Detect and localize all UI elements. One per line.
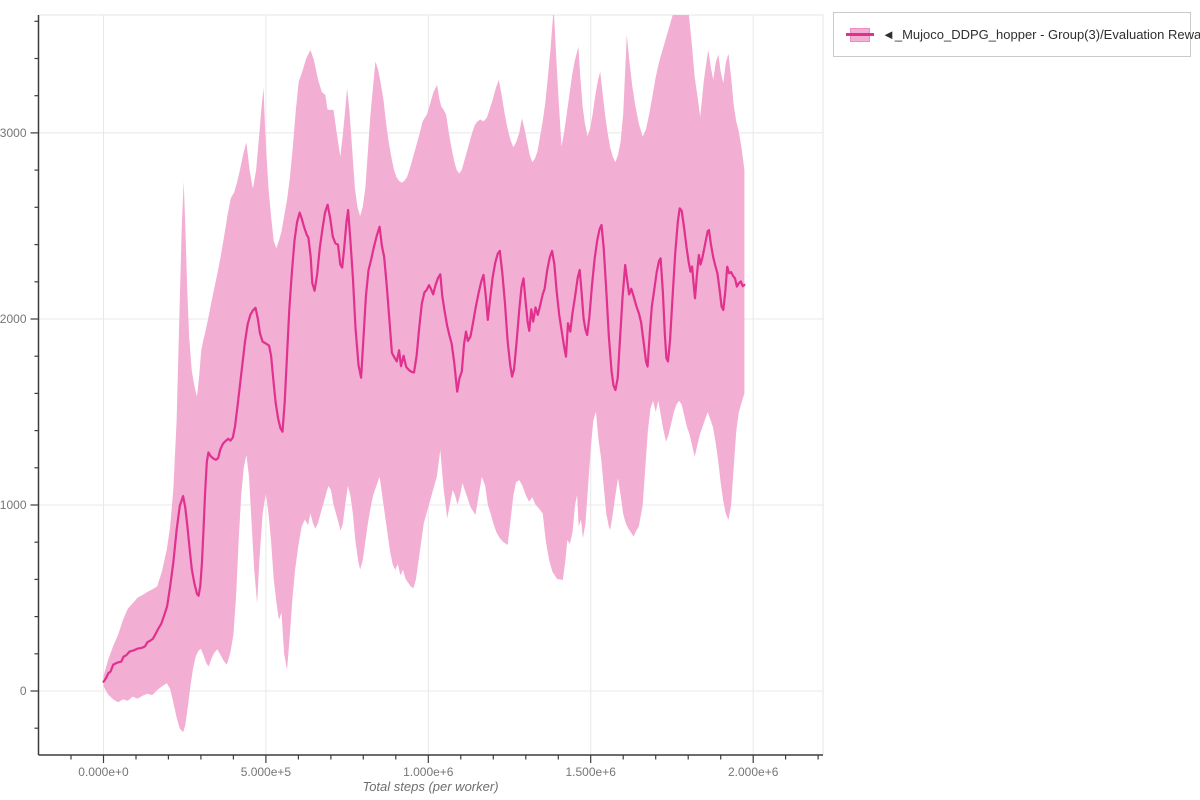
legend-band-swatch-icon xyxy=(846,27,874,42)
y-tick-label: 0 xyxy=(20,684,27,698)
chart-plot-area: 0 1000 2000 3000 0.000e+0 5.000e+5 1.000e+6 1.5… xyxy=(0,14,824,779)
x-tick-label: 0.000e+0 xyxy=(78,765,129,779)
y-tick-label: 2000 xyxy=(0,312,27,326)
mean-reward-line xyxy=(102,203,746,683)
x-tick-label: 2.000e+6 xyxy=(728,765,779,779)
x-tick-label: 1.500e+6 xyxy=(566,765,617,779)
legend: ◄_Mujoco_DDPG_hopper - Group(3)/Evaluati… xyxy=(833,12,1200,57)
y-tick-label: 1000 xyxy=(0,498,27,512)
x-tick-label: 1.000e+6 xyxy=(403,765,454,779)
x-tick-label: 5.000e+5 xyxy=(241,765,292,779)
confidence-band xyxy=(103,15,745,733)
y-tick-label: 3000 xyxy=(0,126,27,140)
x-axis: 0.000e+0 5.000e+5 1.000e+6 1.500e+6 2.000e+6 xyxy=(38,754,823,779)
y-axis: 0 1000 2000 3000 xyxy=(0,15,40,755)
legend-item-label: ◄_Mujoco_DDPG_hopper - Group(3)/Evaluati… xyxy=(882,27,1200,42)
legend-item-evaluation-reward[interactable]: ◄_Mujoco_DDPG_hopper - Group(3)/Evaluati… xyxy=(846,27,1200,42)
x-axis-title: Total steps (per worker) xyxy=(362,779,499,794)
